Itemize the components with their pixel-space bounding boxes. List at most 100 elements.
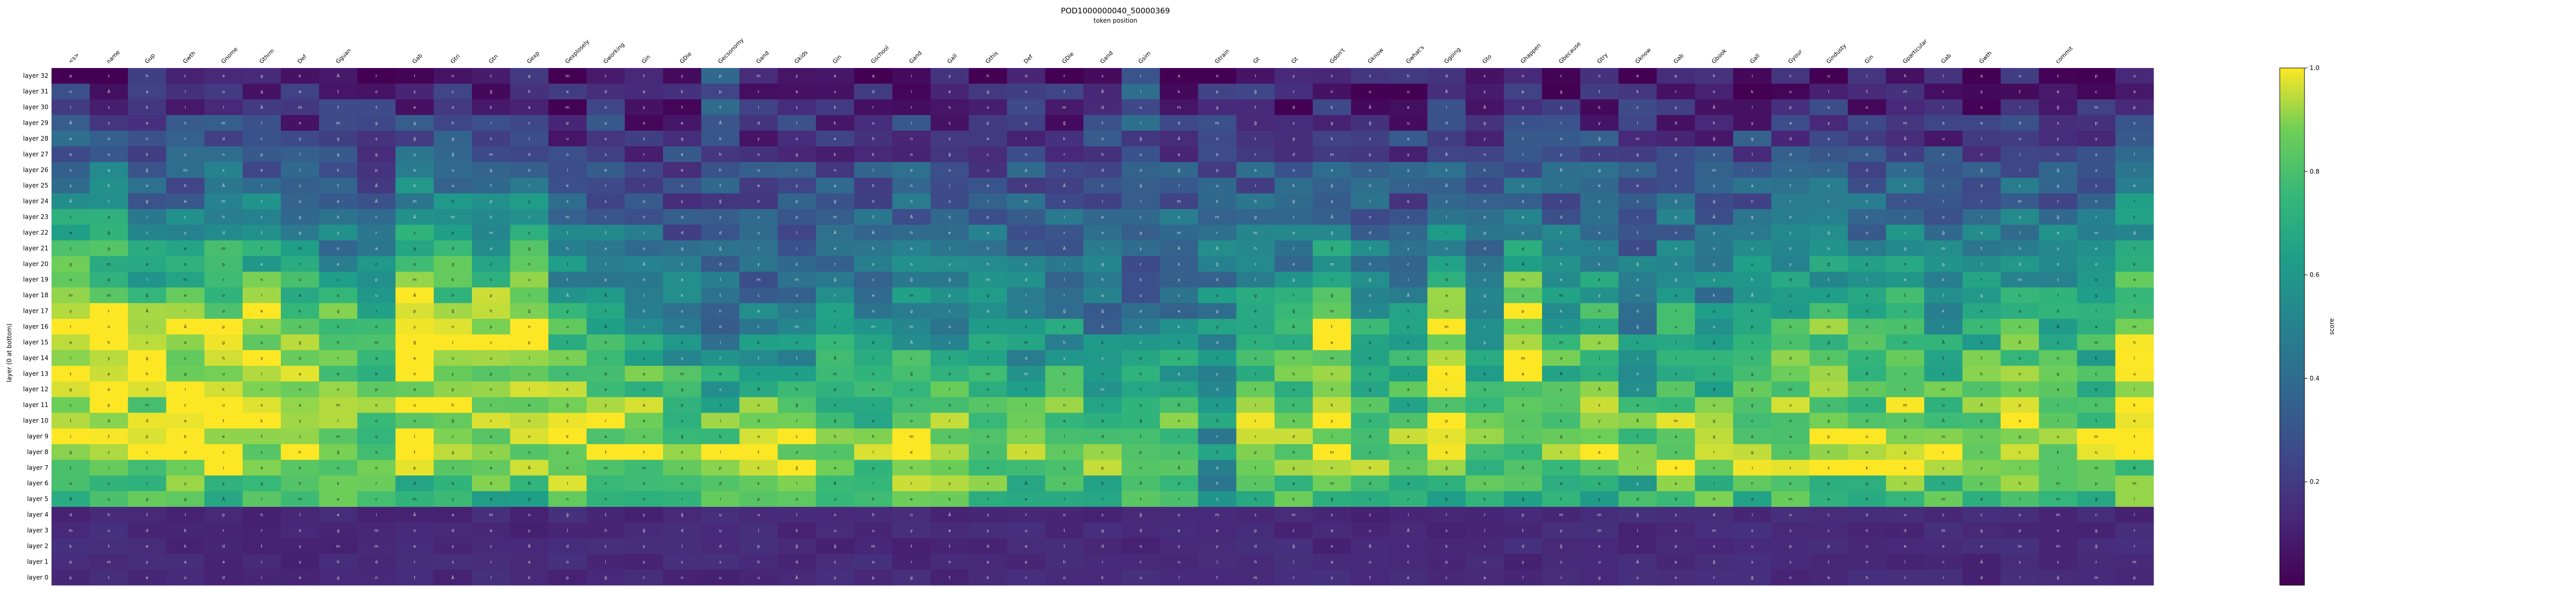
- cell-token-glyph: d: [1331, 387, 1333, 392]
- cell-token-glyph: Ä: [2019, 339, 2022, 345]
- cell-token-glyph: n: [604, 105, 607, 110]
- cell-token-glyph: i: [70, 105, 71, 110]
- heatmap-cell: [90, 303, 128, 319]
- heatmap-cell: [969, 240, 1008, 257]
- cell-token-glyph: u: [1407, 121, 1410, 125]
- heatmap-cell: [1694, 162, 1734, 178]
- cell-token-glyph: g: [1483, 293, 1486, 298]
- cell-token-glyph: p: [222, 262, 225, 266]
- heatmap-cell: [1351, 287, 1389, 303]
- cell-token-glyph: n: [910, 199, 913, 204]
- cell-token-glyph: o: [1216, 293, 1218, 298]
- heatmap-cell: [1886, 287, 1925, 303]
- cell-token-glyph: p: [222, 325, 225, 329]
- cell-token-glyph: g: [2057, 371, 2059, 376]
- cell-token-glyph: g: [337, 529, 340, 533]
- cell-token-glyph: s: [948, 199, 951, 204]
- heatmap-cell: [1809, 287, 1849, 303]
- cell-token-glyph: d: [1445, 278, 1448, 282]
- heatmap-cell: [242, 256, 281, 273]
- heatmap-cell: [1809, 240, 1849, 257]
- cell-token-glyph: p: [490, 371, 493, 376]
- cell-token-glyph: m: [222, 246, 226, 251]
- cell-token-glyph: u: [413, 152, 416, 157]
- heatmap-cell: [548, 162, 587, 178]
- cell-token-glyph: a: [1713, 152, 1715, 157]
- cell-token-glyph: m: [1636, 293, 1640, 298]
- cell-token-glyph: d: [1636, 497, 1639, 502]
- cell-token-glyph: c: [1866, 199, 1868, 204]
- heatmap-cell: [1160, 303, 1198, 319]
- cell-token-glyph: s: [1331, 74, 1333, 78]
- cell-token-glyph: y: [1483, 90, 1486, 94]
- cell-token-glyph: g: [1713, 419, 1715, 423]
- heatmap-cell: [204, 303, 243, 319]
- cell-token-glyph: n: [1789, 419, 1792, 423]
- heatmap-cell: [128, 68, 167, 84]
- cell-token-glyph: k: [2095, 356, 2097, 361]
- cell-token-glyph: h: [299, 450, 301, 454]
- cell-token-glyph: a: [222, 559, 225, 564]
- heatmap-cell: [1122, 225, 1160, 241]
- heatmap-cell: [1848, 193, 1887, 210]
- cell-token-glyph: m: [222, 121, 226, 125]
- cell-token-glyph: d: [1216, 387, 1218, 392]
- heatmap-cell: [777, 303, 817, 319]
- cell-token-glyph: c: [299, 434, 301, 439]
- cell-token-glyph: y: [184, 481, 187, 486]
- y-tick-label: layer 28: [23, 135, 48, 142]
- cell-token-glyph: p: [2133, 105, 2136, 110]
- cell-token-glyph: p: [1789, 544, 1792, 549]
- cell-token-glyph: t: [1140, 434, 1142, 439]
- cell-token-glyph: h: [1866, 497, 1868, 502]
- cell-token-glyph: n: [872, 309, 874, 314]
- cell-token-glyph: ĝ: [1445, 466, 1448, 470]
- heatmap-cell: [739, 225, 778, 241]
- cell-token-glyph: c: [1407, 559, 1409, 564]
- cell-token-glyph: e: [70, 137, 72, 141]
- cell-token-glyph: c: [452, 90, 454, 94]
- cell-token-glyph: y: [1331, 575, 1333, 580]
- heatmap-cell: [701, 68, 740, 84]
- cell-token-glyph: u: [222, 371, 225, 376]
- cell-token-glyph: d: [681, 215, 683, 219]
- cell-token-glyph: t: [1255, 466, 1256, 470]
- heatmap-cell: [1962, 225, 2001, 241]
- cell-token-glyph: e: [222, 434, 225, 439]
- heatmap-cell: [166, 256, 205, 273]
- cell-token-glyph: g: [1980, 293, 1983, 298]
- cell-token-glyph: u: [451, 183, 454, 188]
- heatmap-cell: [777, 146, 817, 163]
- cell-token-glyph: g: [375, 152, 378, 157]
- cell-token-glyph: u: [1751, 262, 1754, 266]
- cell-token-glyph: s: [452, 559, 454, 564]
- cell-token-glyph: e: [2057, 90, 2059, 94]
- cell-token-glyph: k: [528, 575, 531, 580]
- heatmap-cell: [892, 318, 931, 335]
- cell-token-glyph: i: [1752, 168, 1753, 173]
- heatmap-cell: [1733, 287, 1772, 303]
- heatmap-cell: [1045, 318, 1084, 335]
- cell-token-glyph: Ä: [566, 293, 569, 298]
- cell-token-glyph: i: [1905, 230, 1906, 235]
- heatmap-cell: [1045, 287, 1084, 303]
- heatmap-cell: [816, 225, 855, 241]
- cell-token-glyph: t: [70, 419, 72, 423]
- cell-token-glyph: g: [1292, 466, 1295, 470]
- cell-token-glyph: l: [1064, 278, 1065, 282]
- heatmap-cell: [548, 99, 587, 115]
- cell-token-glyph: i: [1675, 387, 1676, 392]
- cell-token-glyph: t: [108, 434, 110, 439]
- heatmap-cell: [1503, 256, 1543, 273]
- cell-token-glyph: s: [834, 559, 836, 564]
- heatmap-cell: [52, 193, 90, 210]
- heatmap-cell: [1848, 115, 1887, 131]
- heatmap-cell: [1733, 130, 1772, 147]
- cell-token-glyph: p: [2019, 403, 2021, 407]
- heatmap-cell: [1427, 162, 1466, 178]
- cell-token-glyph: d: [1521, 403, 1524, 407]
- cell-token-glyph: d: [1980, 575, 1983, 580]
- heatmap-cell: [472, 303, 511, 319]
- heatmap-cell: [1542, 193, 1581, 210]
- heatmap-cell: [52, 209, 90, 225]
